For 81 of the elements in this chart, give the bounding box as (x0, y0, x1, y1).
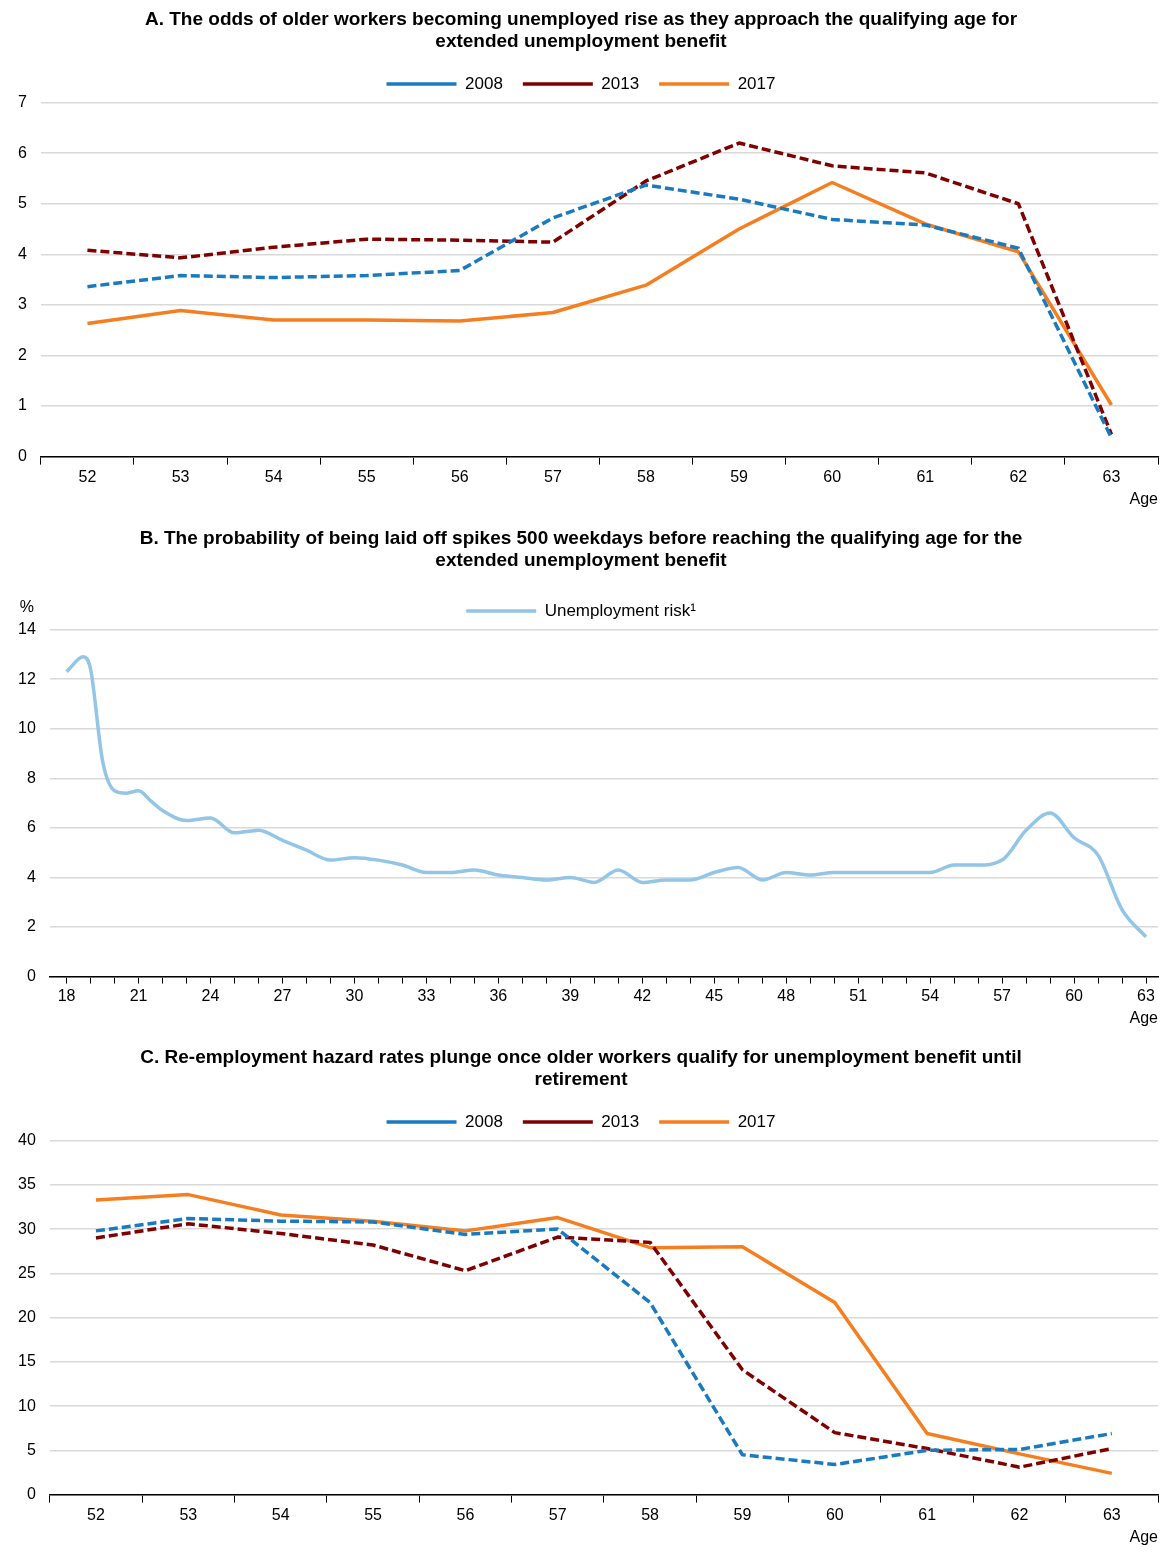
x-tick-label: 18 (57, 986, 76, 1004)
y-tick-label: 0 (26, 967, 36, 985)
y-tick-label: 30 (18, 1219, 36, 1237)
y-tick-label: 2 (26, 917, 36, 935)
y-tick-label: 25 (18, 1263, 36, 1281)
x-tick-label: 53 (171, 467, 190, 485)
y-tick-label: 14 (18, 620, 36, 638)
y-tick-label: 10 (18, 719, 36, 737)
x-tick-label: 59 (733, 1505, 752, 1523)
y-tick-label: 4 (17, 244, 27, 262)
x-tick-label: 60 (1065, 986, 1084, 1004)
y-tick-label: 40 (18, 1131, 36, 1149)
x-tick-label: 42 (633, 986, 652, 1004)
x-tick-label: 56 (456, 1505, 475, 1523)
legend-label: 2013 (601, 73, 640, 93)
x-tick-label: 60 (825, 1505, 844, 1523)
y-tick-label: 3 (17, 295, 27, 313)
y-tick-label: 6 (26, 818, 36, 836)
y-tick-label: 8 (26, 768, 36, 786)
x-tick-label: 61 (916, 467, 935, 485)
x-tick-label: 36 (489, 986, 508, 1004)
chart-title: B. The probability of being laid off spikes 500 weekdays before reaching the qualifying age for the extended unemployment benefit (139, 526, 1023, 571)
x-tick-label: 48 (777, 986, 796, 1004)
y-tick-label: 0 (17, 447, 27, 465)
legend-label: 2017 (737, 1111, 776, 1131)
line-series (64, 655, 1148, 939)
y-tick-label: 7 (17, 93, 27, 111)
x-tick-label: 54 (264, 467, 283, 485)
x-tick-label: 52 (87, 1505, 105, 1523)
x-axis-title: Age (1129, 489, 1159, 507)
line-series (85, 141, 1114, 437)
x-tick-label: 24 (201, 986, 220, 1004)
x-axis-title: Age (1129, 1008, 1159, 1026)
x-tick-label: 54 (271, 1505, 290, 1523)
chart-title: A. The odds of older workers becoming unemployed rise as they approach the qualifying age for extended unemployment benefit (144, 7, 1018, 52)
x-tick-label: 62 (1009, 467, 1028, 485)
x-tick-label: 60 (823, 467, 842, 485)
y-tick-label: 5 (26, 1440, 36, 1458)
x-tick-label: 56 (450, 467, 469, 485)
y-tick-label: 5 (17, 194, 27, 212)
y-tick-label: 10 (18, 1396, 36, 1414)
x-tick-label: 58 (641, 1505, 660, 1523)
y-axis-title: % (19, 598, 35, 616)
y-tick-label: 4 (26, 867, 36, 885)
legend-label: 2013 (601, 1111, 640, 1131)
y-tick-label: 2 (17, 345, 27, 363)
y-tick-label: 12 (18, 669, 36, 687)
x-tick-label: 61 (918, 1505, 937, 1523)
x-tick-label: 63 (1102, 1505, 1121, 1523)
legend-label: 2008 (465, 1111, 503, 1131)
legend-label: 2017 (737, 73, 776, 93)
x-tick-label: 63 (1137, 986, 1156, 1004)
y-tick-label: 15 (18, 1352, 36, 1370)
x-tick-label: 55 (364, 1505, 383, 1523)
x-tick-label: 53 (179, 1505, 198, 1523)
x-tick-label: 21 (129, 986, 148, 1004)
y-tick-label: 0 (26, 1485, 36, 1503)
y-tick-label: 6 (17, 143, 27, 161)
x-tick-label: 57 (548, 1505, 567, 1523)
x-axis-title: Age (1129, 1527, 1159, 1545)
x-tick-label: 45 (705, 986, 724, 1004)
x-tick-label: 30 (345, 986, 364, 1004)
chart-title: C. Re-employment hazard rates plunge once older workers qualify for unemployment benefit until retirement (140, 1045, 1022, 1090)
x-tick-label: 59 (730, 467, 749, 485)
legend-label: Unemployment risk¹ (544, 600, 697, 620)
x-tick-label: 62 (1010, 1505, 1029, 1523)
x-tick-label: 52 (78, 467, 97, 485)
x-tick-label: 57 (993, 986, 1012, 1004)
y-tick-label: 35 (18, 1175, 36, 1193)
x-tick-label: 55 (357, 467, 376, 485)
x-tick-label: 27 (273, 986, 292, 1004)
legend-label: 2008 (465, 73, 503, 93)
y-tick-label: 1 (17, 396, 27, 414)
x-tick-label: 33 (417, 986, 436, 1004)
x-tick-label: 51 (849, 986, 868, 1004)
x-tick-label: 57 (544, 467, 562, 485)
x-tick-label: 54 (921, 986, 940, 1004)
y-tick-label: 20 (18, 1308, 36, 1326)
x-tick-label: 58 (637, 467, 655, 485)
x-tick-label: 63 (1102, 467, 1121, 485)
x-tick-label: 39 (561, 986, 580, 1004)
